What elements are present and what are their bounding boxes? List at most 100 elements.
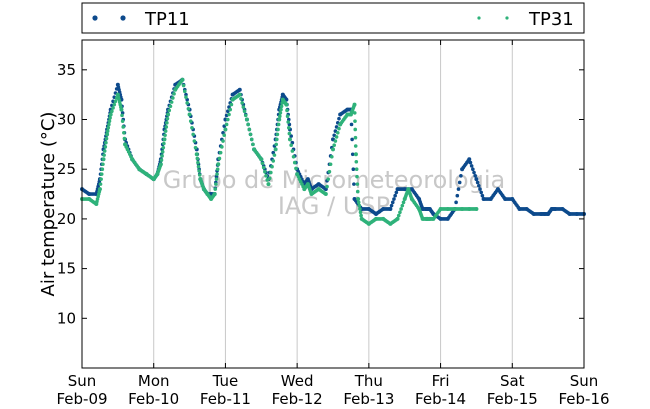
data-point [287, 131, 292, 136]
data-point [276, 127, 280, 132]
data-point [121, 125, 126, 129]
data-point [284, 102, 289, 107]
data-point [271, 159, 276, 163]
data-point [222, 133, 227, 138]
data-point [285, 114, 290, 119]
data-point [328, 162, 333, 167]
data-point [103, 145, 108, 149]
x-tick-label-date: Feb-13 [343, 390, 394, 408]
data-point [163, 129, 168, 133]
data-point [197, 169, 201, 173]
data-point [191, 132, 195, 137]
data-point [289, 134, 293, 138]
series-TP31 [80, 77, 479, 226]
data-point [259, 157, 264, 162]
x-tick-label-day: Sun [68, 372, 97, 390]
data-point [323, 192, 328, 197]
data-point [278, 111, 283, 115]
watermark-line-2: IAG / USP [278, 192, 390, 220]
data-point [184, 95, 188, 99]
data-point [218, 150, 223, 155]
data-point [475, 180, 480, 185]
data-point [193, 145, 198, 150]
data-point [188, 119, 193, 123]
x-tick-label-date: Feb-16 [558, 390, 609, 408]
x-tick-label-date: Feb-09 [56, 390, 107, 408]
data-point [166, 112, 171, 117]
x-tick-label-day: Sat [500, 372, 525, 390]
data-point [454, 200, 458, 205]
x-tick-label-date: Feb-11 [200, 390, 251, 408]
data-point [277, 117, 282, 122]
x-tick-label-day: Mon [138, 372, 170, 390]
data-point [392, 197, 396, 201]
data-point [122, 136, 127, 141]
data-point [120, 113, 124, 118]
data-point [242, 109, 247, 114]
data-point [224, 122, 229, 127]
data-point [275, 132, 280, 137]
data-point [459, 174, 463, 178]
data-point [102, 149, 107, 153]
data-point [182, 89, 187, 94]
data-point [327, 169, 332, 174]
data-point [186, 106, 191, 111]
legend-box [81, 2, 585, 34]
data-point [212, 192, 217, 197]
legend-label-TP11: TP11 [144, 9, 190, 30]
x-tick-label-date: Feb-15 [487, 390, 538, 408]
x-tick-label-date: Feb-10 [128, 390, 179, 408]
data-point [246, 122, 250, 127]
data-point [355, 182, 360, 186]
data-point [106, 125, 111, 130]
data-point [214, 182, 218, 186]
data-point [223, 127, 228, 132]
y-tick-label: 25 [57, 160, 76, 178]
data-point [104, 136, 109, 141]
data-point [456, 187, 461, 191]
data-point [165, 121, 169, 125]
x-tick-label-day: Sun [570, 372, 599, 390]
data-point [354, 167, 359, 172]
data-point [473, 174, 478, 178]
y-tick-label: 30 [57, 111, 76, 129]
data-point [112, 102, 117, 107]
data-point [260, 161, 265, 166]
data-point [108, 112, 113, 117]
data-point [353, 119, 357, 123]
data-point [101, 157, 106, 162]
data-point [248, 132, 253, 137]
data-point [352, 182, 356, 186]
data-point [122, 130, 126, 135]
data-point [395, 216, 400, 221]
x-tick-label-date: Feb-12 [272, 390, 323, 408]
data-point [237, 92, 242, 97]
data-point [229, 102, 234, 107]
data-point [474, 206, 479, 211]
data-point [294, 166, 298, 171]
plot-frame [81, 39, 585, 369]
data-point [241, 105, 246, 109]
legend-marker-TP11 [92, 15, 98, 21]
data-point [266, 182, 271, 187]
data-point [358, 207, 362, 211]
data-point [159, 158, 164, 162]
data-point [335, 130, 340, 135]
data-point [100, 167, 105, 172]
data-point [285, 108, 289, 113]
x-tick-label-day: Wed [281, 372, 314, 390]
data-point [263, 169, 267, 174]
data-point [226, 117, 230, 122]
data-point [158, 162, 163, 167]
data-point [355, 174, 359, 179]
data-point [330, 154, 334, 159]
x-tick-labels: SunFeb-09MonFeb-10TueFeb-11WedFeb-12ThuF… [56, 372, 609, 408]
data-point [278, 114, 282, 119]
data-point [354, 159, 359, 164]
data-point [389, 203, 394, 208]
y-tick-label: 15 [57, 260, 76, 278]
data-point [240, 101, 244, 105]
data-point [196, 164, 201, 169]
data-point [269, 170, 273, 175]
data-point [120, 119, 125, 123]
